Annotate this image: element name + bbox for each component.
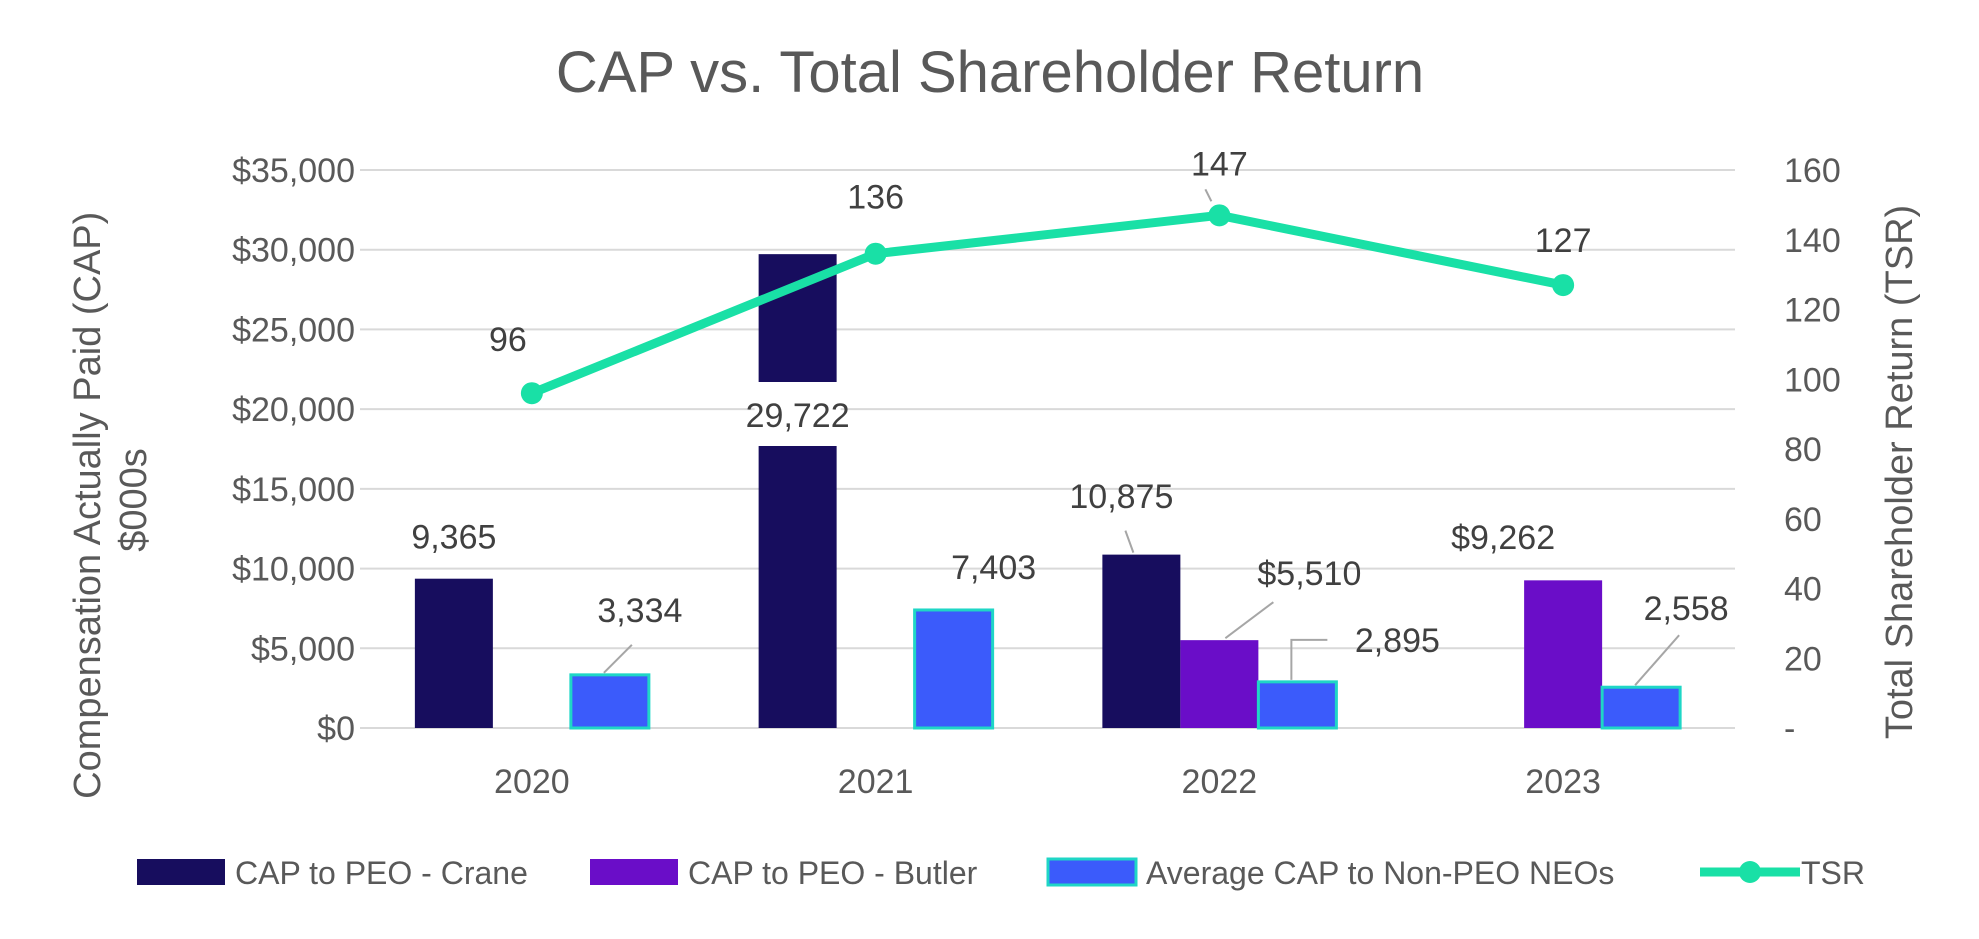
bar-data-label: 2,895 <box>1355 622 1440 660</box>
y-tick-label: $20,000 <box>232 391 355 429</box>
leader-line <box>1224 601 1274 639</box>
bar-data-label: 29,722 <box>746 397 850 435</box>
legend-item: CAP to PEO - Crane <box>137 855 528 891</box>
legend-item: CAP to PEO - Butler <box>590 855 978 891</box>
legend-label: TSR <box>1801 855 1865 891</box>
leader-line <box>603 644 633 674</box>
bar-data-label: $5,510 <box>1257 555 1361 593</box>
x-tick-label: 2022 <box>1182 763 1258 801</box>
y2-tick-label: 60 <box>1784 501 1822 539</box>
bar-data-label: 9,365 <box>411 519 496 557</box>
y-tick-label: $25,000 <box>232 311 355 349</box>
y-tick-label: $35,000 <box>232 152 355 190</box>
tsr-data-label: 127 <box>1535 222 1592 260</box>
bar <box>1600 685 1682 730</box>
bar <box>1256 680 1338 730</box>
chart-title: CAP vs. Total Shareholder Return <box>556 40 1424 105</box>
bar <box>414 578 493 728</box>
tsr-data-label: 136 <box>847 179 904 217</box>
right-axis-title: Total Shareholder Return (TSR) <box>1879 205 1921 739</box>
bars <box>414 254 1682 730</box>
y-tick-label: $5,000 <box>251 630 355 668</box>
right-axis-ticks: - 20 40 60 80 100 120 140 160 <box>1784 152 1841 748</box>
bar <box>758 254 837 728</box>
tsr-line-series <box>520 204 1575 405</box>
legend-item: TSR <box>1700 855 1865 891</box>
gridlines <box>360 169 1735 729</box>
bar-label-gap <box>754 382 841 446</box>
tsr-point <box>1552 274 1575 297</box>
y-tick-label: $0 <box>317 710 355 748</box>
leader-line <box>1634 634 1680 686</box>
y2-tick-label: 160 <box>1784 152 1841 190</box>
bar <box>1524 580 1603 728</box>
leader-line <box>1290 638 1328 680</box>
legend-label: Average CAP to Non-PEO NEOs <box>1146 855 1614 891</box>
bar-data-label: 7,403 <box>951 549 1036 587</box>
x-tick-label: 2023 <box>1525 763 1601 801</box>
y2-tick-label: 120 <box>1784 292 1841 330</box>
legend-item: Average CAP to Non-PEO NEOs <box>1046 855 1614 891</box>
x-tick-label: 2021 <box>838 763 914 801</box>
bar-data-label: 3,334 <box>597 592 682 630</box>
y-tick-label: $10,000 <box>232 551 355 589</box>
tsr-point <box>864 242 887 265</box>
legend-swatch <box>1046 857 1138 887</box>
y-tick-label: $15,000 <box>232 471 355 509</box>
bar <box>569 673 651 730</box>
legend-swatch <box>137 859 225 885</box>
y2-tick-label: 80 <box>1784 431 1822 469</box>
legend: CAP to PEO - Crane CAP to PEO - Butler Ave… <box>137 855 1865 891</box>
tsr-data-label: 96 <box>489 321 527 359</box>
bar-data-label: 2,558 <box>1644 590 1729 628</box>
leader-line <box>1124 530 1135 553</box>
leader-line <box>1204 188 1213 202</box>
x-axis-ticks: 2020 2021 2022 2023 <box>494 763 1601 801</box>
legend-label: CAP to PEO - Crane <box>235 855 528 891</box>
tsr-point <box>520 382 543 405</box>
bar <box>1180 640 1259 728</box>
tsr-point <box>1208 204 1231 227</box>
legend-swatch <box>590 859 678 885</box>
bar-data-label: $9,262 <box>1451 519 1555 557</box>
left-axis-title: Compensation Actually Paid (CAP) $000s <box>67 201 155 799</box>
bar <box>913 608 995 730</box>
y2-tick-label: 140 <box>1784 222 1841 260</box>
bar <box>1102 554 1181 728</box>
legend-label: CAP to PEO - Butler <box>688 855 978 891</box>
y2-tick-label: - <box>1784 710 1795 748</box>
left-axis-ticks: $0 $5,000 $10,000 $15,000 $20,000 $25,000 $30,… <box>232 152 355 748</box>
tsr-data-label: 147 <box>1191 145 1248 183</box>
legend-swatch-marker <box>1739 861 1761 883</box>
x-tick-label: 2020 <box>494 763 570 801</box>
y2-tick-label: 20 <box>1784 640 1822 678</box>
tsr-line <box>530 210 1565 398</box>
y2-tick-label: 100 <box>1784 361 1841 399</box>
bar-data-label: 10,875 <box>1069 478 1173 516</box>
data-labels: 9,365 29,722 10,875 $5,510 $9,262 3,334 7,403 2… <box>411 145 1729 686</box>
y-tick-label: $30,000 <box>232 232 355 270</box>
y2-tick-label: 40 <box>1784 571 1822 609</box>
